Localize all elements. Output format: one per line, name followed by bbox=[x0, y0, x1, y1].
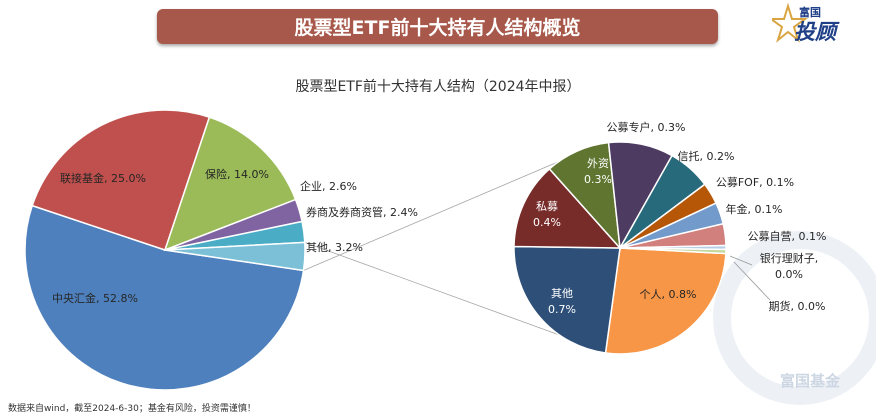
main-label-4: 券商及券商资管, 2.4% bbox=[306, 205, 418, 219]
chart-title: 股票型ETF前十大持有人结构（2024年中报） bbox=[295, 79, 581, 95]
detail-slice-10 bbox=[619, 247, 727, 255]
leader-line-1 bbox=[733, 261, 771, 301]
detail-label-9: 银行理财子, 0.0% bbox=[760, 251, 819, 281]
watermark-emblem bbox=[713, 231, 876, 405]
logo-main-text: 投顾 bbox=[794, 20, 836, 44]
leader-line-0 bbox=[729, 255, 753, 266]
detail-label-3: 外资 0.3% bbox=[584, 157, 612, 186]
detail-slice-0 bbox=[604, 247, 727, 355]
detail-label-6: 公募FOF, 0.1% bbox=[716, 176, 794, 189]
watermark-text: 富国基金 bbox=[780, 372, 841, 390]
connector-lines bbox=[303, 143, 607, 353]
detail-label-8: 公募自营, 0.1% bbox=[748, 229, 827, 243]
footer-note: 数据来自wind，截至2024-6-30；基金有风险，投资需谨慎！ bbox=[8, 404, 256, 414]
detail-label-10: 期货, 0.0% bbox=[769, 299, 826, 313]
brand-logo: 富国 投顾 bbox=[772, 2, 872, 48]
logo-small-text: 富国 bbox=[799, 6, 821, 19]
main-label-2: 保险, 14.0% bbox=[205, 167, 269, 181]
title-banner: 股票型ETF前十大持有人结构概览 bbox=[157, 9, 718, 44]
main-slice-2 bbox=[163, 116, 297, 252]
slice-labels: 中央汇金, 52.8% 联接基金, 25.0% 保险, 14.0% 企业, 2.6% 券… bbox=[52, 120, 826, 316]
detail-label-2: 私募 0.4% bbox=[533, 200, 561, 229]
detail-slice-2 bbox=[513, 167, 622, 249]
banner-title: 股票型ETF前十大持有人结构概览 bbox=[294, 17, 581, 39]
main-label-1: 联接基金, 25.0% bbox=[60, 171, 146, 185]
detail-slice-1 bbox=[513, 245, 621, 354]
detail-label-1: 其他 0.7% bbox=[548, 287, 576, 316]
main-slice-1 bbox=[31, 109, 211, 251]
main-slice-5 bbox=[164, 241, 306, 272]
detail-label-5: 信托, 0.2% bbox=[678, 149, 735, 163]
main-label-3: 企业, 2.6% bbox=[300, 179, 357, 193]
connector-lower bbox=[304, 242, 607, 353]
main-label-5: 其他, 3.2% bbox=[306, 241, 363, 254]
detail-label-4: 公募专户, 0.3% bbox=[607, 120, 686, 134]
main-slice-0 bbox=[24, 204, 305, 391]
detail-label-7: 年金, 0.1% bbox=[726, 202, 783, 216]
main-pie bbox=[24, 109, 306, 391]
detail-pie bbox=[513, 141, 727, 355]
main-label-0: 中央汇金, 52.8% bbox=[52, 291, 138, 305]
connector-upper bbox=[303, 143, 601, 271]
star-icon bbox=[772, 2, 809, 43]
detail-label-0: 个人, 0.8% bbox=[640, 288, 697, 301]
